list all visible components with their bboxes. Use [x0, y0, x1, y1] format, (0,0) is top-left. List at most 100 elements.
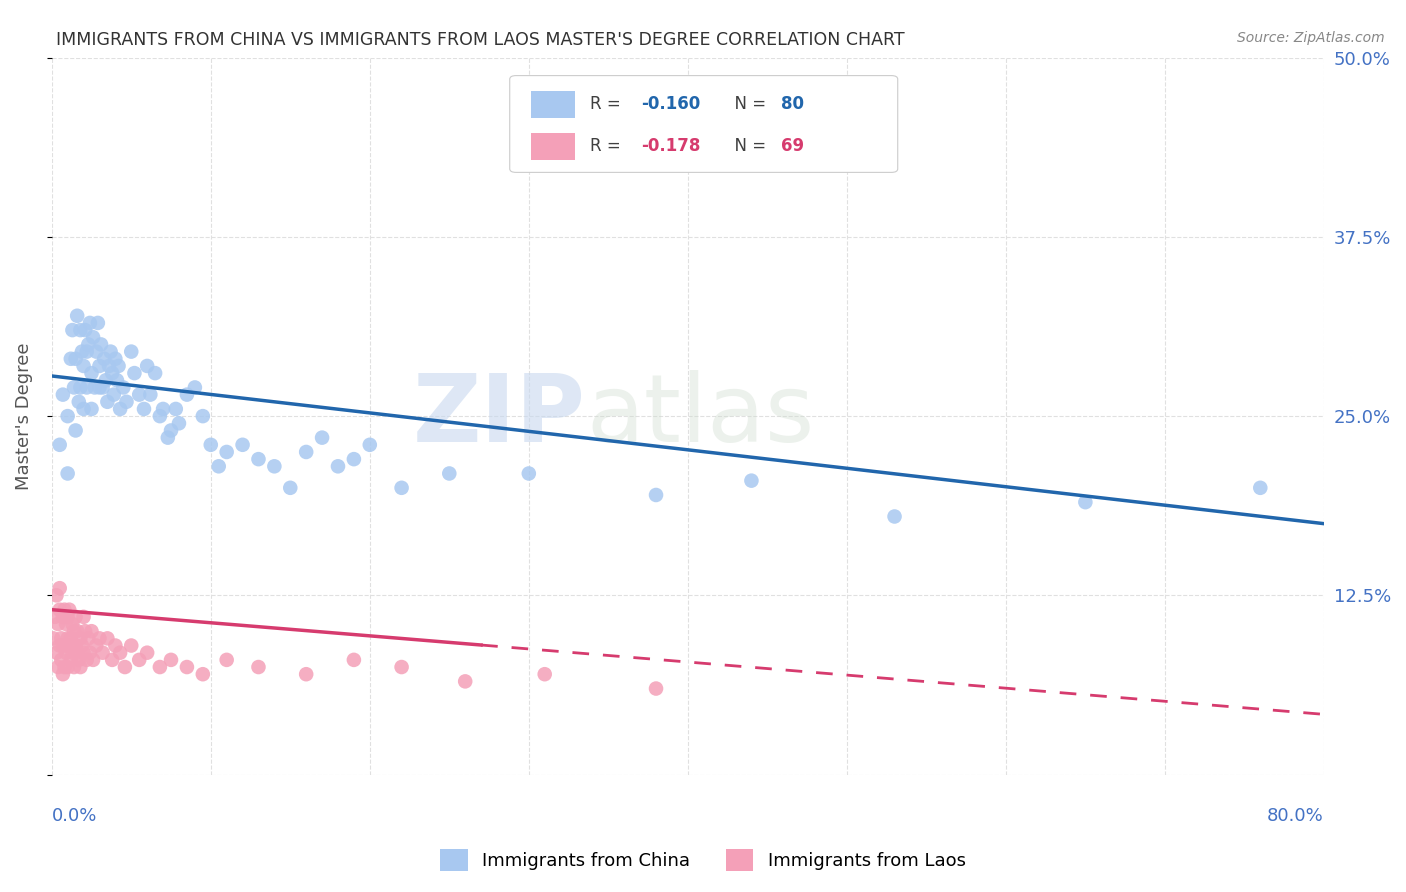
Point: [96, 632, 118, 646]
Point: [114, 660, 136, 674]
Point: [343, 452, 366, 467]
Point: [167, 417, 190, 431]
Point: [263, 459, 285, 474]
Point: [101, 653, 124, 667]
Point: [65, 610, 87, 624]
Point: [391, 481, 413, 495]
Point: [67, 394, 90, 409]
Legend: Immigrants from China, Immigrants from Laos: Immigrants from China, Immigrants from L…: [433, 842, 973, 879]
FancyBboxPatch shape: [510, 76, 898, 172]
Point: [439, 467, 461, 481]
Point: [51, 632, 73, 646]
Text: R =: R =: [591, 95, 626, 113]
Point: [103, 387, 125, 401]
Text: 0.0%: 0.0%: [52, 807, 97, 825]
Point: [77, 632, 100, 646]
Point: [76, 344, 98, 359]
Point: [65, 639, 87, 653]
Point: [46, 617, 69, 632]
Point: [645, 681, 668, 696]
Point: [200, 438, 222, 452]
Point: [87, 316, 110, 330]
Y-axis label: Master's Degree: Master's Degree: [15, 343, 32, 490]
Point: [56, 632, 79, 646]
Point: [56, 660, 79, 674]
Point: [72, 646, 94, 660]
Point: [55, 617, 77, 632]
Point: [115, 394, 138, 409]
Text: Source: ZipAtlas.com: Source: ZipAtlas.com: [1237, 31, 1385, 45]
Point: [343, 653, 366, 667]
Point: [96, 394, 118, 409]
Point: [82, 653, 104, 667]
Point: [48, 581, 70, 595]
Point: [120, 639, 142, 653]
Point: [132, 401, 155, 416]
Point: [80, 624, 103, 639]
Point: [56, 610, 79, 624]
Point: [63, 660, 86, 674]
Point: [58, 603, 80, 617]
Text: 80: 80: [780, 95, 804, 113]
Point: [184, 380, 207, 394]
Text: 80.0%: 80.0%: [1267, 807, 1324, 825]
Point: [75, 624, 97, 639]
Point: [90, 337, 112, 351]
Point: [80, 401, 103, 416]
Point: [58, 639, 80, 653]
Point: [139, 387, 162, 401]
Point: [59, 653, 82, 667]
Text: N =: N =: [724, 95, 770, 113]
Point: [149, 660, 172, 674]
Point: [89, 380, 111, 394]
Point: [149, 409, 172, 424]
Point: [42, 632, 65, 646]
Point: [70, 639, 93, 653]
Text: 69: 69: [780, 137, 804, 155]
Point: [94, 373, 117, 387]
Point: [391, 660, 413, 674]
Point: [104, 639, 127, 653]
Point: [107, 359, 129, 373]
Point: [208, 459, 231, 474]
Point: [165, 401, 187, 416]
Point: [72, 610, 94, 624]
Point: [120, 344, 142, 359]
Point: [311, 431, 333, 445]
Point: [136, 646, 159, 660]
Point: [67, 653, 90, 667]
Point: [72, 359, 94, 373]
Point: [740, 474, 762, 488]
Point: [63, 380, 86, 394]
Point: [128, 387, 150, 401]
Point: [1249, 481, 1271, 495]
Point: [232, 438, 254, 452]
Point: [108, 401, 131, 416]
Point: [53, 660, 76, 674]
Point: [215, 653, 238, 667]
Point: [89, 359, 111, 373]
Point: [89, 632, 111, 646]
Point: [247, 452, 270, 467]
Point: [215, 445, 238, 459]
Text: -0.160: -0.160: [641, 95, 700, 113]
Point: [101, 366, 124, 380]
Point: [136, 359, 159, 373]
Point: [48, 603, 70, 617]
Text: ZIP: ZIP: [413, 370, 586, 462]
Point: [63, 624, 86, 639]
Point: [645, 488, 668, 502]
Point: [1074, 495, 1097, 509]
Point: [295, 445, 318, 459]
Point: [59, 351, 82, 366]
Point: [66, 646, 89, 660]
Point: [76, 380, 98, 394]
Point: [454, 674, 477, 689]
Point: [45, 646, 67, 660]
Point: [75, 323, 97, 337]
Point: [326, 459, 349, 474]
Point: [56, 467, 79, 481]
Point: [66, 309, 89, 323]
Point: [517, 467, 540, 481]
Point: [55, 646, 77, 660]
